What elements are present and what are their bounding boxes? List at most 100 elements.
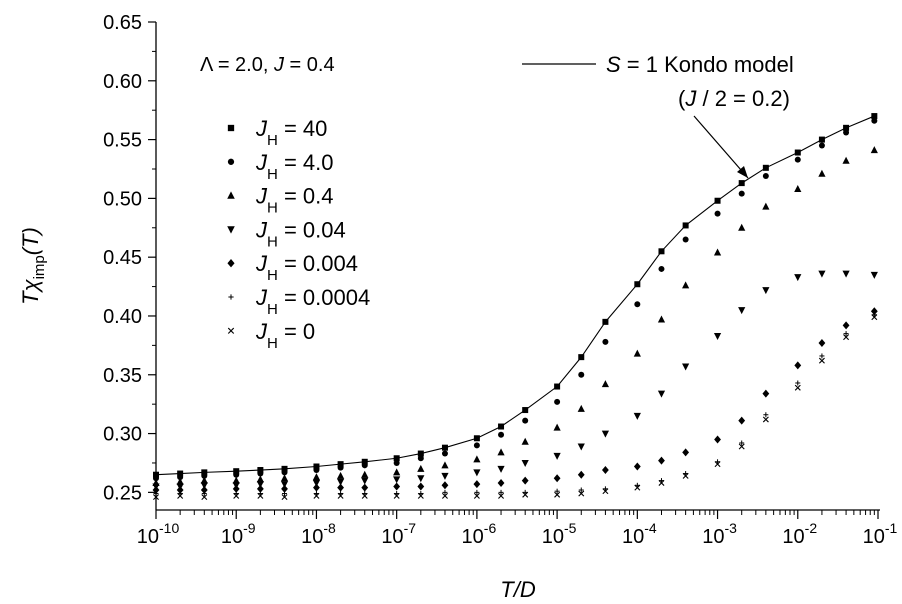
data-point (658, 248, 665, 255)
data-point (257, 467, 264, 474)
y-tick-label: 0.40 (103, 306, 142, 328)
data-point (232, 484, 240, 493)
data-point (337, 461, 344, 468)
data-point (602, 318, 609, 325)
y-tick-label: 0.30 (103, 424, 142, 446)
data-point (153, 471, 159, 478)
series-plus (153, 312, 877, 497)
data-point (634, 484, 641, 491)
y-tick-label: 0.60 (103, 71, 142, 93)
x-tick-label: 10-8 (301, 520, 336, 548)
data-point (843, 129, 850, 136)
data-point (739, 440, 745, 446)
data-point (521, 437, 529, 445)
data-point (682, 236, 689, 243)
data-point (281, 494, 288, 501)
data-point (553, 423, 561, 431)
y-tick-label: 0.35 (103, 365, 142, 387)
data-point (738, 180, 745, 187)
data-point (682, 448, 690, 457)
y-tick-label: 0.55 (103, 130, 142, 152)
data-point (417, 464, 425, 472)
data-point (794, 184, 802, 192)
data-point (818, 270, 826, 278)
data-point (682, 472, 689, 479)
data-point (738, 223, 746, 231)
series-square (153, 113, 878, 478)
data-point (200, 482, 208, 490)
legend-label: JH = 40 (255, 116, 327, 149)
x-tick-label: 10-2 (782, 520, 817, 548)
data-point (336, 471, 345, 479)
data-point (313, 467, 320, 474)
data-point (818, 142, 825, 149)
legend-entry: JH = 0 (227, 319, 315, 352)
data-point (601, 430, 610, 438)
data-point (577, 404, 585, 412)
x-tick-label: 10-5 (542, 520, 577, 548)
data-point (818, 357, 825, 364)
data-point (201, 491, 207, 497)
data-point (361, 470, 369, 478)
data-point (578, 371, 585, 378)
data-point (176, 477, 184, 485)
data-point (498, 492, 505, 499)
data-point (794, 149, 801, 156)
data-point (521, 476, 529, 485)
kondo-legend-label: S = 1 Kondo model (606, 52, 794, 77)
series-line-kondo (155, 115, 875, 476)
data-point (601, 380, 610, 388)
data-point (233, 471, 240, 478)
data-point (794, 361, 802, 370)
data-point (554, 398, 561, 405)
data-point (256, 475, 264, 483)
data-point (498, 423, 505, 430)
data-point (497, 465, 505, 473)
data-point (842, 156, 850, 164)
data-point (201, 494, 208, 501)
data-point (870, 271, 878, 279)
data-point (393, 455, 400, 462)
y-tick-label: 0.25 (103, 482, 142, 504)
data-point (282, 491, 288, 497)
data-point (794, 156, 801, 163)
data-point (658, 265, 665, 272)
data-point (843, 331, 849, 337)
data-point (233, 492, 240, 499)
series-circle (153, 117, 878, 482)
data-point (233, 468, 240, 475)
data-point (417, 450, 424, 457)
data-point (256, 484, 264, 493)
data-point (577, 470, 585, 479)
data-point (714, 197, 721, 204)
data-point (153, 491, 159, 497)
data-point (473, 492, 480, 499)
data-point (337, 492, 344, 499)
data-point (497, 448, 505, 456)
data-point (281, 465, 288, 472)
data-point (763, 412, 769, 418)
data-point (441, 461, 449, 469)
data-point (417, 475, 425, 483)
data-point (498, 489, 504, 495)
data-point (337, 483, 344, 492)
x-tick-label: 10-9 (221, 520, 256, 548)
data-point (393, 476, 401, 484)
y-tick-label: 0.50 (103, 188, 142, 210)
data-point (177, 470, 184, 477)
legend-marker (227, 327, 235, 334)
data-point (762, 389, 770, 398)
data-point (442, 489, 448, 495)
data-point (417, 492, 424, 499)
data-point (497, 478, 505, 487)
legend-entry: JH = 0.4 (227, 184, 334, 217)
x-tick-label: 10-7 (381, 520, 416, 548)
y-axis-label: Tχimp(T) (18, 227, 48, 305)
params-annotation: Λ = 2.0, J = 0.4 (200, 54, 335, 76)
series-layer (152, 113, 878, 501)
data-point (473, 480, 481, 489)
data-point (819, 353, 825, 359)
data-point (762, 173, 769, 180)
data-point (280, 474, 289, 482)
data-point (441, 481, 449, 490)
